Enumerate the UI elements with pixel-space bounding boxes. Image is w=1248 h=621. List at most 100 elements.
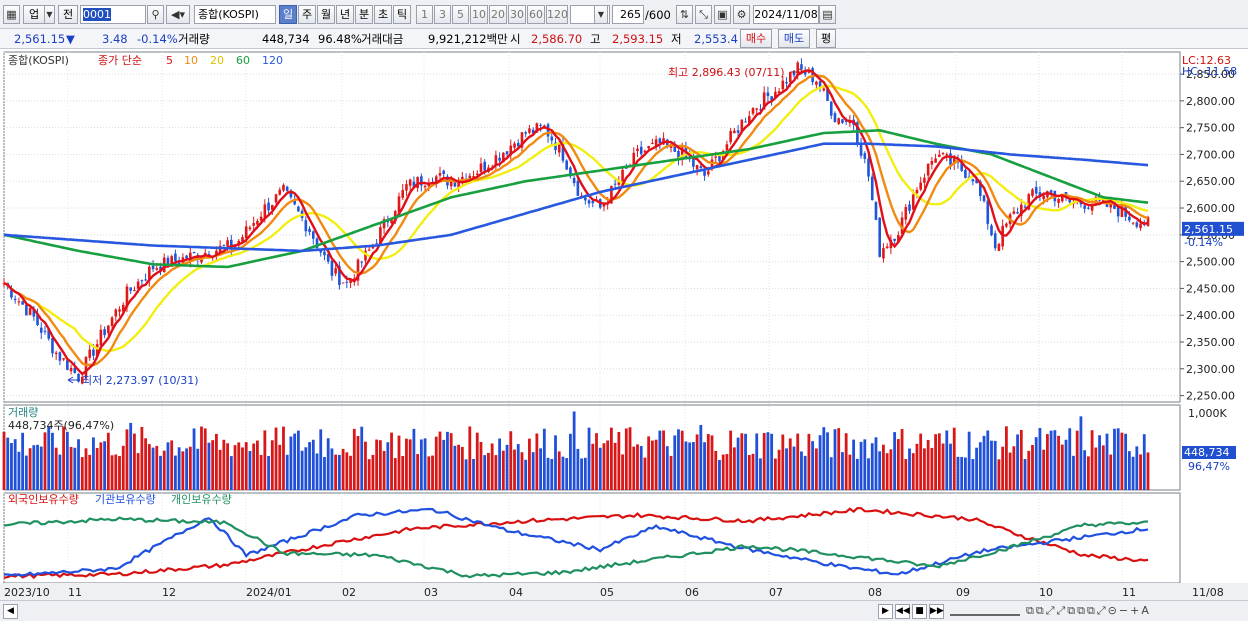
volume-bar [986,430,990,490]
volume-bar [356,436,360,490]
candle-body [546,124,550,137]
volume-bar [121,445,125,490]
save-icon[interactable]: ▣ [714,5,731,24]
candle-body [740,119,744,132]
volume-bar [1016,434,1019,490]
period-tab-4[interactable]: 분 [355,5,373,24]
minute-tab-20[interactable]: 20 [489,5,507,24]
candle-body [844,120,848,122]
volume-bar [110,455,114,490]
candle-body [714,156,718,158]
buy-button[interactable]: 매수 [740,29,772,48]
candle-body [1135,222,1139,227]
period-tab-0[interactable]: 일 [279,5,297,24]
candle-body [815,81,818,85]
chevron-down-icon[interactable]: ▼ [44,5,55,24]
nav-button-1[interactable]: ◀◀ [895,604,910,619]
nav-button-3[interactable]: ▶▶ [929,604,944,619]
zoom-slider[interactable] [950,606,1020,616]
price-change-pct: -0.14% [137,32,178,46]
candle-body [990,225,993,236]
volume-bar [270,440,274,490]
volume-bar [390,432,393,490]
volume-bar [475,432,479,490]
minute-tab-120[interactable]: 120 [546,5,568,24]
minute-tab-30[interactable]: 30 [508,5,526,24]
grid-icon[interactable]: ▦ [3,5,20,24]
market-select[interactable]: 업 [23,5,45,24]
volume-bar [233,445,237,490]
candle-body [282,184,285,191]
volume-bar [688,442,692,490]
nav-button-0[interactable]: ▶ [878,604,893,619]
candle-body [900,217,904,234]
candle-body [230,239,233,249]
volume-bar [181,451,185,490]
minute-tab-1[interactable]: 1 [416,5,433,24]
minute-tab-3[interactable]: 3 [434,5,451,24]
minute-tab-60[interactable]: 60 [527,5,545,24]
minute-tab-10[interactable]: 10 [470,5,488,24]
candle-body [397,196,401,213]
candle-body [256,220,259,225]
volume-bar [1139,454,1142,490]
volume-bar [17,451,21,490]
code-input[interactable]: 0001 [80,5,146,24]
holdings-legend-2: 개인보유수량 [171,493,232,506]
y-tick-label: 2,300.00 [1186,363,1235,376]
period-tab-2[interactable]: 월 [317,5,335,24]
volume-bar [323,456,326,490]
chart-settings-icon[interactable]: ⇅ [676,5,693,24]
volume-bar [870,443,874,490]
candle-body [73,367,77,373]
x-tick-label: 08 [868,586,882,599]
volume-bar [967,431,971,490]
candle-body [1116,206,1120,217]
candle-body [352,278,356,280]
period-tab-1[interactable]: 주 [298,5,316,24]
nav-button-2[interactable]: ■ [912,604,927,619]
candle-body [829,101,833,116]
candle-body [703,170,706,176]
period-tab-3[interactable]: 년 [336,5,354,24]
holdings-legend-1: 기관보유수량 [95,493,156,506]
volume-bar [811,441,815,490]
search-icon[interactable]: ⚲ [147,5,164,24]
volume-bar [747,455,751,490]
volume-bar [401,455,405,490]
candle-body [92,349,95,356]
volume-bar [460,446,464,490]
calendar-icon[interactable]: ▤ [819,5,836,24]
scroll-left-button[interactable]: ◀ [3,604,18,619]
volume-bar [1113,428,1116,490]
period-tab-6[interactable]: 틱 [393,5,411,24]
volume-bar [505,444,509,490]
price-chart[interactable]: 2,850.00 2,800.00 2,750.00 2,700.00 2,650.00… [0,50,1248,600]
candle-body [330,260,334,276]
speaker-icon[interactable]: ◀▾ [166,5,190,24]
candle-body [904,207,908,220]
volume-bar [949,443,952,490]
prev-button[interactable]: 전 [58,5,78,24]
date-input[interactable]: 2024/11/08 [753,5,819,24]
candle-body [923,177,926,183]
period-tab-5[interactable]: 초 [374,5,392,24]
candle-body [222,244,226,246]
count-input[interactable]: 265 [612,5,644,24]
volume-bar [576,448,580,490]
candle-body [524,132,527,134]
volume-bar [151,447,155,490]
sell-button[interactable]: 매도 [778,29,810,48]
candle-body [934,158,937,163]
gear-icon[interactable]: ⚙ [733,5,750,24]
volume-bar [95,448,99,490]
crosshair-icon[interactable]: ⤡ [695,5,712,24]
candle-body [475,173,479,176]
amount-label: 거래대금 [361,32,404,46]
minute-tab-5[interactable]: 5 [452,5,469,24]
eval-button[interactable]: 평 [816,29,836,48]
tool-icons[interactable]: ⧉⧉⤢⤢⧉⧉⧉⤢⊝−+A [1026,604,1151,617]
chevron-down-icon[interactable]: ▼ [594,5,608,24]
volume-bar [289,436,293,490]
volume-bar [203,428,207,490]
